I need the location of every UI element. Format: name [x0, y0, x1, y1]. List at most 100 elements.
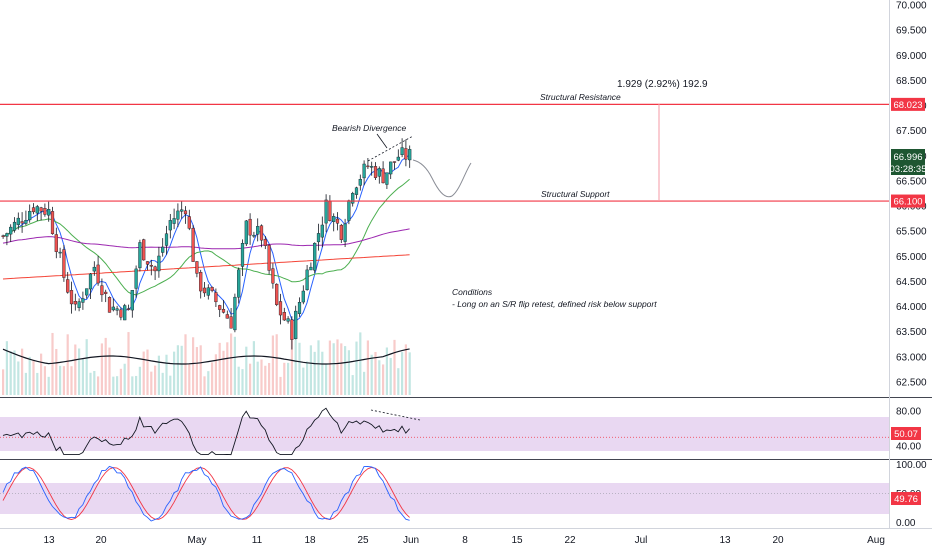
volume-bar: [32, 359, 35, 395]
volume-bar: [222, 350, 225, 395]
candle-body: [202, 287, 207, 294]
candle-body: [62, 249, 66, 278]
candle-body: [214, 292, 218, 303]
stoch-band: [0, 483, 889, 514]
volume-bar: [393, 339, 396, 395]
candle-body: [400, 147, 404, 156]
candle-body: [240, 243, 245, 267]
rsi-value-badge: 50.07: [891, 427, 921, 440]
volume-bar: [157, 355, 160, 395]
candle-body: [16, 217, 20, 225]
volume-bar: [9, 351, 12, 395]
volume-bar: [283, 362, 286, 395]
volume-bar: [230, 333, 233, 395]
candle-body: [233, 296, 237, 331]
time-tick-label: 13: [719, 535, 731, 546]
volume-bar: [370, 354, 373, 395]
volume-bar: [116, 376, 119, 395]
time-tick-label: Jun: [403, 535, 419, 546]
candle-body: [316, 233, 321, 243]
candle-body: [225, 314, 229, 319]
price-tick-label: 69.000: [896, 51, 927, 62]
volume-bar: [355, 341, 358, 395]
candle-body: [126, 308, 131, 310]
volume-bar: [302, 367, 305, 395]
volume-bar: [347, 350, 350, 395]
volume-bar: [404, 344, 407, 395]
candle-body: [389, 161, 393, 175]
ma-mid-line: [2, 178, 410, 296]
candle-body: [191, 227, 195, 262]
rsi-axis[interactable]: 80.00 40.00: [896, 407, 921, 453]
volume-bar: [17, 361, 20, 395]
price-axis[interactable]: 70.00069.50069.00068.50068.00067.50067.0…: [896, 1, 927, 389]
volume-bar: [389, 358, 392, 395]
volume-bar: [340, 343, 343, 395]
candle-body: [313, 242, 317, 271]
candle-body: [271, 268, 275, 284]
candle-body: [256, 226, 260, 235]
volume-bar: [165, 354, 168, 395]
candle-body: [221, 308, 226, 313]
svg-text:50.07: 50.07: [894, 429, 918, 440]
volume-bar: [252, 341, 255, 395]
volume-bar: [24, 372, 27, 395]
volume-bar: [161, 372, 164, 395]
price-tick-label: 64.500: [896, 277, 927, 288]
candle-body: [210, 287, 214, 291]
volume-bar: [332, 343, 335, 395]
volume-bar: [199, 345, 202, 395]
volume-bar: [192, 337, 195, 395]
time-tick-label: May: [188, 535, 207, 546]
price-tick-label: 64.000: [896, 302, 927, 313]
volume-bar: [336, 339, 339, 395]
price-tick-label: 63.500: [896, 327, 927, 338]
volume-bar: [51, 332, 54, 395]
time-axis[interactable]: 13 20 May 11 18 25 Jun 8 15 22 Jul 13 20 Aug: [43, 535, 884, 546]
candle-body: [362, 163, 366, 179]
candle-body: [161, 246, 165, 253]
volume-bar: [93, 370, 96, 395]
volume-bar: [363, 371, 366, 395]
volume-bar: [180, 345, 183, 395]
candle-body: [237, 269, 241, 298]
candle-body: [301, 290, 305, 303]
time-tick-label: 8: [462, 535, 468, 546]
candle-body: [335, 218, 340, 224]
volume-bar: [36, 372, 39, 395]
volume-bar: [397, 368, 400, 395]
candle-body: [354, 187, 359, 195]
candle-body: [358, 179, 362, 186]
candle-body: [9, 226, 13, 235]
volume-bar: [13, 350, 16, 395]
candle-body: [92, 266, 96, 272]
candle-body: [115, 308, 119, 311]
candle-body: [282, 312, 286, 321]
volume-bar: [74, 344, 77, 395]
volume-bar: [298, 342, 301, 395]
candle-body: [252, 234, 256, 237]
conditions-title: Conditions: [452, 287, 493, 297]
volume-bar: [66, 334, 69, 395]
svg-text:66.996: 66.996: [893, 152, 922, 163]
candle-body: [54, 234, 58, 252]
volume-bar: [264, 365, 267, 395]
volume-bar: [374, 352, 377, 395]
candle-body: [404, 148, 408, 160]
candles: [1, 138, 412, 350]
time-tick-label: Jul: [635, 535, 648, 546]
volume-bar: [279, 376, 282, 395]
ma-long-line: [2, 254, 410, 280]
volume-bar: [226, 342, 229, 395]
candle-body: [180, 209, 184, 212]
volume-bar: [344, 346, 347, 395]
candle-body: [119, 309, 123, 318]
main-pane[interactable]: [0, 0, 889, 397]
candle-body: [1, 235, 5, 237]
time-tick-label: 15: [511, 535, 523, 546]
candle-body: [69, 290, 74, 305]
volume-bar: [218, 342, 221, 395]
volume-bar: [184, 334, 187, 395]
volume-bar: [97, 376, 100, 395]
